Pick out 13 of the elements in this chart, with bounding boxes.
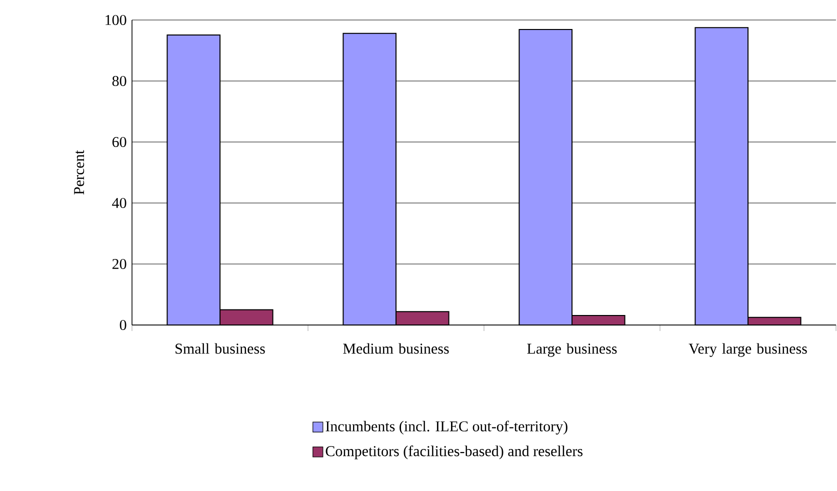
legend-label: Incumbents (incl. ILEC out-of-territory)	[326, 420, 568, 434]
y-tick-label: 40	[112, 198, 126, 208]
legend-label: Competitors (facilities-based) and resellers	[326, 446, 582, 460]
y-tick-label: 60	[112, 136, 126, 148]
y-tick-label: 20	[112, 258, 126, 270]
y-tick-label: 0	[120, 320, 126, 330]
y-tick-label: 80	[112, 76, 126, 86]
x-tick-label: Small business	[176, 343, 265, 354]
y-tick-label: 100	[106, 14, 126, 26]
x-tick-label: Large business	[527, 343, 617, 357]
x-tick-label: Medium business	[343, 343, 449, 354]
x-tick-label: Very large business	[688, 343, 807, 357]
y-axis-title: Percent	[74, 150, 84, 195]
